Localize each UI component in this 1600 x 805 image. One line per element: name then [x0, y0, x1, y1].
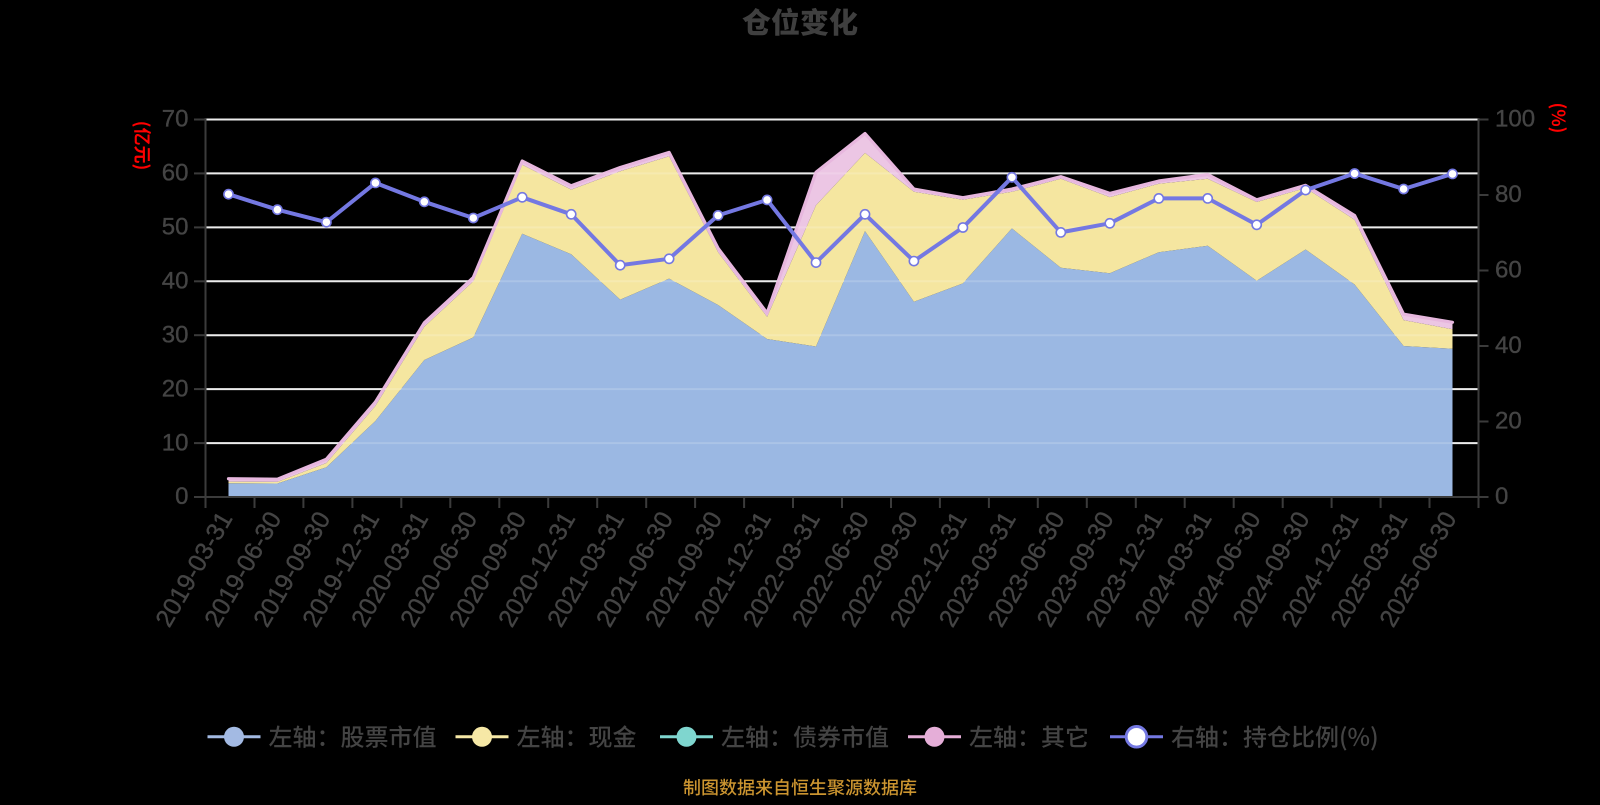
- svg-text:0: 0: [1495, 483, 1508, 510]
- svg-text:40: 40: [162, 268, 189, 295]
- svg-text:20: 20: [1495, 408, 1522, 435]
- svg-text:80: 80: [1495, 181, 1522, 208]
- svg-text:20: 20: [162, 375, 189, 402]
- svg-text:70: 70: [162, 106, 189, 133]
- svg-text:60: 60: [1495, 257, 1522, 284]
- svg-text:50: 50: [162, 214, 189, 241]
- svg-text:100: 100: [1495, 106, 1535, 133]
- svg-text:0: 0: [175, 483, 188, 510]
- svg-text:30: 30: [162, 321, 189, 348]
- svg-text:60: 60: [162, 160, 189, 187]
- svg-text:40: 40: [1495, 332, 1522, 359]
- svg-text:10: 10: [162, 429, 189, 456]
